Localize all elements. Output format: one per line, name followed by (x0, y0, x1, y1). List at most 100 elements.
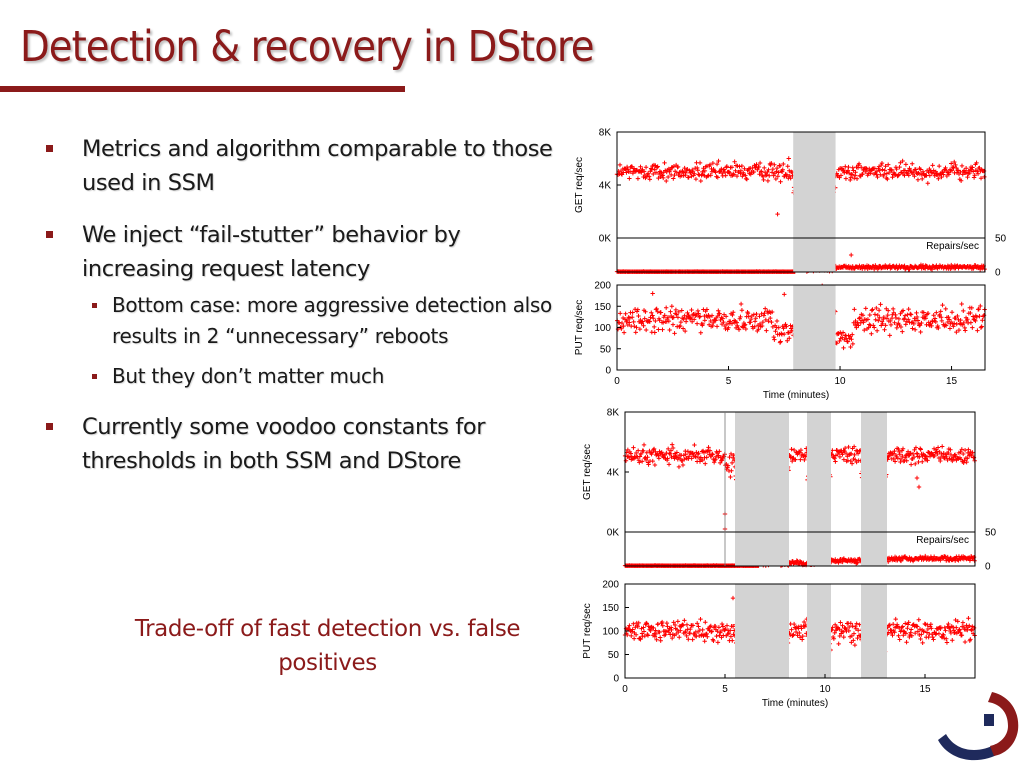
data-point (641, 448, 646, 454)
data-point (965, 317, 970, 322)
data-point (932, 453, 937, 459)
data-point (782, 292, 787, 297)
data-point (965, 456, 970, 461)
data-point (843, 626, 848, 631)
data-point (970, 165, 975, 170)
data-point (641, 169, 647, 174)
data-point (876, 308, 882, 313)
data-point (689, 319, 695, 324)
sub-bullet-dont-matter: But they don’t matter much (82, 361, 559, 392)
data-point (947, 456, 952, 461)
data-point (952, 321, 957, 326)
data-point (728, 474, 733, 480)
data-point (783, 322, 788, 327)
data-point (757, 160, 763, 166)
data-point (966, 616, 971, 621)
data-point (664, 620, 670, 626)
data-point (721, 319, 726, 325)
data-point (973, 318, 978, 324)
data-point (795, 633, 800, 638)
data-point (936, 163, 942, 169)
data-point (643, 309, 648, 314)
data-point (848, 621, 854, 626)
data-point (652, 462, 658, 468)
data-point (890, 451, 896, 456)
data-point (930, 163, 935, 168)
data-point (893, 616, 898, 622)
data-point (768, 315, 773, 321)
data-point (652, 324, 657, 330)
data-point (771, 173, 776, 178)
data-point (762, 165, 767, 171)
data-point (902, 313, 908, 318)
data-points (622, 442, 977, 661)
data-point (906, 306, 911, 312)
data-point (708, 173, 713, 178)
data-point (680, 169, 686, 175)
y-tick-label: 0 (613, 674, 619, 685)
data-point (771, 334, 777, 340)
data-point (780, 167, 785, 172)
y-tick-label: 100 (602, 627, 619, 638)
data-point (696, 311, 701, 316)
data-point (713, 318, 718, 323)
data-point (748, 320, 753, 325)
data-point (686, 454, 692, 459)
data-point (694, 321, 700, 326)
data-point (852, 642, 858, 648)
y-axis-label: GET req/sec (574, 157, 585, 213)
data-point (769, 309, 775, 315)
shaded-interval (793, 285, 836, 370)
data-point (720, 316, 725, 321)
data-point (666, 630, 672, 635)
data-point (738, 168, 744, 173)
data-point (954, 321, 959, 327)
data-point (971, 175, 977, 180)
data-point (860, 313, 866, 318)
data-point (859, 164, 864, 170)
data-point (773, 329, 778, 334)
data-point (711, 460, 717, 465)
data-point (898, 456, 904, 462)
data-point (874, 169, 880, 174)
data-point (900, 624, 905, 629)
data-point (854, 176, 860, 182)
data-point (682, 618, 687, 623)
data-point (724, 164, 730, 169)
data-point (968, 637, 973, 642)
data-point (977, 267, 983, 272)
data-point (759, 323, 765, 329)
data-point (676, 309, 681, 315)
data-point (718, 628, 724, 634)
data-point (686, 637, 691, 642)
data-point (909, 633, 915, 639)
bullet-square-icon (46, 423, 53, 430)
data-point (907, 166, 912, 171)
data-point (837, 454, 843, 460)
data-point (748, 172, 753, 177)
data-point (938, 458, 943, 464)
data-point (920, 459, 925, 464)
data-point (878, 162, 884, 168)
data-point (744, 177, 750, 182)
data-point (927, 173, 933, 178)
data-point (660, 327, 665, 332)
data-point (770, 166, 776, 172)
data-point (885, 312, 890, 318)
data-point (849, 633, 855, 639)
x-tick-label: 5 (726, 376, 732, 387)
y-tick-label: 4K (599, 181, 612, 192)
y-tick-label: 0 (605, 366, 611, 377)
data-point (727, 170, 732, 176)
data-point (841, 345, 846, 351)
data-point (919, 632, 924, 637)
data-point (665, 446, 671, 452)
data-point (716, 453, 721, 458)
data-point (660, 173, 665, 178)
data-point (836, 641, 841, 647)
data-point (797, 635, 803, 640)
data-point (724, 321, 730, 327)
y-tick-label: 0K (607, 528, 620, 539)
data-point (736, 327, 742, 332)
data-point (872, 325, 877, 330)
